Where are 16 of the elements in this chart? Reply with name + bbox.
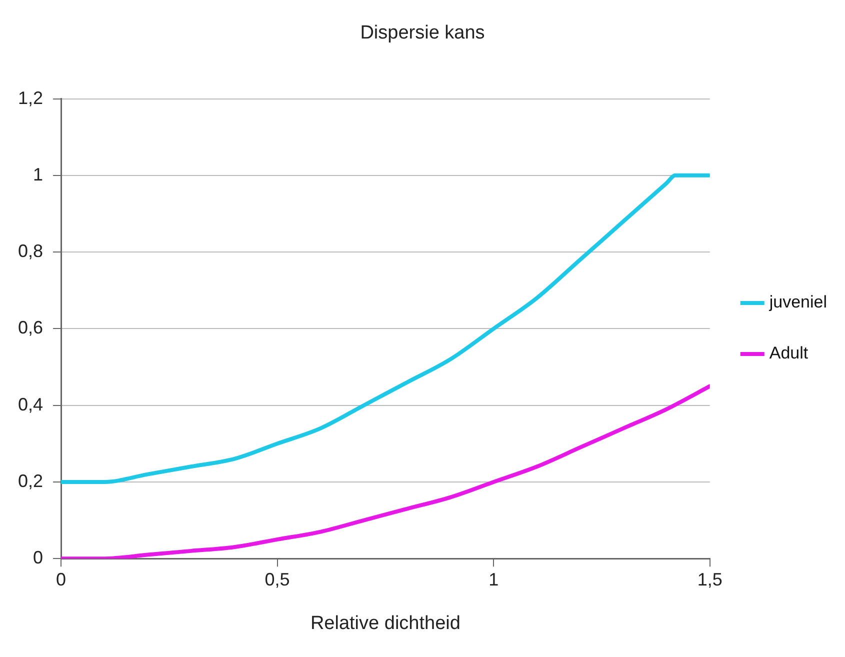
y-tick-label: 1 — [33, 164, 44, 184]
y-tick-label: 0,4 — [18, 394, 44, 414]
line-series — [61, 173, 710, 484]
x-tick-label: 1,5 — [697, 569, 722, 590]
x-tick-label: 0,5 — [264, 569, 290, 590]
x-tick-label: 0 — [56, 569, 66, 590]
y-tick-label: 0,2 — [18, 470, 44, 491]
x-tick-label: 1 — [488, 569, 499, 590]
chart-title: Dispersie kans — [360, 22, 485, 44]
y-tick-label: 1,2 — [18, 88, 44, 108]
y-tick-label: 0,8 — [18, 241, 44, 262]
y-tick-label: 0 — [33, 548, 44, 568]
y-tick-label: 0,6 — [18, 318, 44, 338]
legend-label: Adult — [769, 344, 808, 363]
x-axis-title: Relative dichtheid — [310, 612, 460, 634]
legend-label: juveniel — [768, 292, 828, 312]
